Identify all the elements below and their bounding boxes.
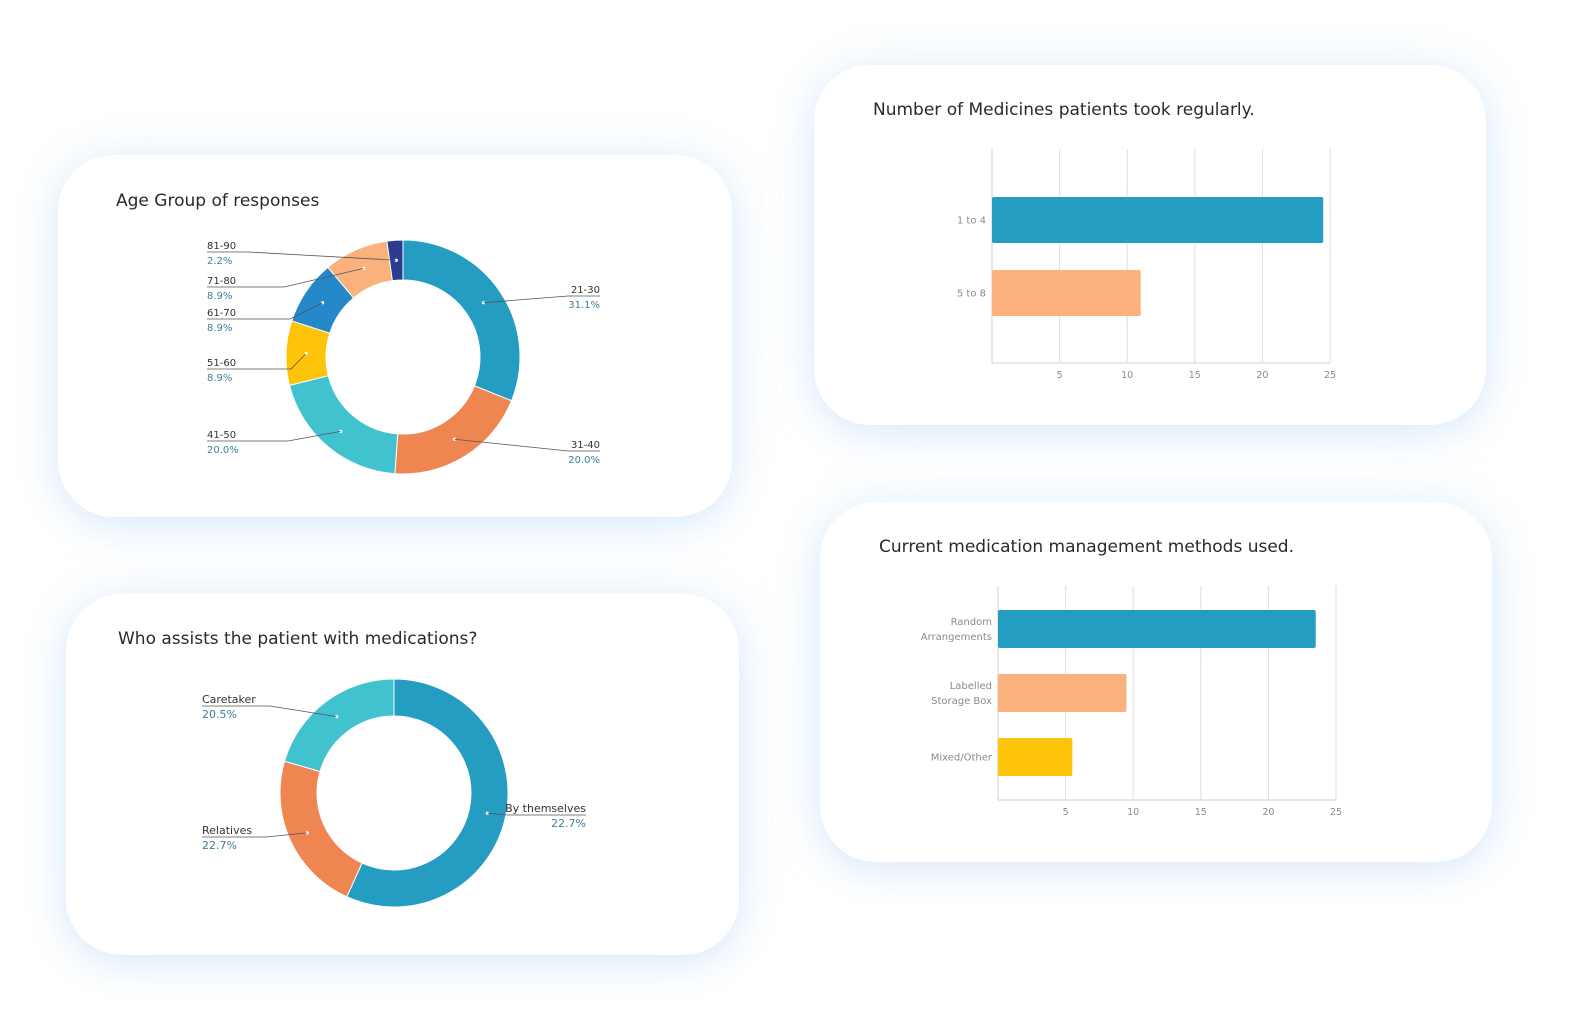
assist-percent-relatives: 22.7% xyxy=(202,839,237,852)
age-percent-71-80: 8.9% xyxy=(207,291,232,302)
methods-tick-label-20: 20 xyxy=(1262,807,1274,818)
age-label-61-70: 61-70 xyxy=(207,308,236,319)
medicines-count-title: Number of Medicines patients took regula… xyxy=(873,100,1255,120)
age-label-31-40: 31-40 xyxy=(571,440,600,451)
methods-category-label-mixed-other: Mixed/Other xyxy=(931,753,993,764)
assist-label-relatives: Relatives xyxy=(202,824,252,837)
methods-category-label-random-arrangements-1: Random xyxy=(951,617,992,628)
age-leader-71-80 xyxy=(207,267,364,288)
assistance-title: Who assists the patient with medications… xyxy=(118,629,478,649)
meds-tick-label-20: 20 xyxy=(1256,370,1268,381)
age-percent-41-50: 20.0% xyxy=(207,445,239,456)
assist-leader-by-themselves xyxy=(487,812,586,816)
age-leader-31-40 xyxy=(454,438,600,452)
medicines-count-card: Number of Medicines patients took regula… xyxy=(814,65,1486,425)
meds-tick-label-5: 5 xyxy=(1057,370,1063,381)
meds-tick-label-15: 15 xyxy=(1189,370,1201,381)
meds-bar-5-to-8 xyxy=(992,270,1141,316)
medicines-count-bar-chart: 5 10 15 20 25 1 to 4 5 to 8 xyxy=(957,149,1336,381)
age-leader-21-30 xyxy=(483,295,600,304)
age-slice-31-40 xyxy=(394,385,513,475)
methods-bar-random-arrangements xyxy=(998,610,1316,648)
age-slice-41-50 xyxy=(288,375,399,475)
assist-leader-caretaker xyxy=(202,705,337,718)
age-group-donut-chart: 21-30 31.1% 31-40 20.0% 41-50 20.0% 51-60 8.9% 6… xyxy=(207,239,600,475)
methods-tick-label-15: 15 xyxy=(1195,807,1207,818)
meds-bar-1-to-4 xyxy=(992,197,1324,243)
age-percent-31-40: 20.0% xyxy=(568,455,600,466)
methods-category-label-labelled-storage-box-2: Storage Box xyxy=(931,696,992,707)
meds-category-label-1-to-4: 1 to 4 xyxy=(957,216,986,227)
meds-tick-label-25: 25 xyxy=(1324,370,1336,381)
assist-slice-relatives xyxy=(279,760,363,898)
methods-category-label-labelled-storage-box-1: Labelled xyxy=(950,681,992,692)
age-group-title: Age Group of responses xyxy=(116,191,320,211)
age-percent-51-60: 8.9% xyxy=(207,373,232,384)
assist-label-by-themselves: By themselves xyxy=(505,802,586,815)
meds-tick-label-10: 10 xyxy=(1121,370,1133,381)
methods-tick-label-25: 25 xyxy=(1330,807,1342,818)
age-slice-dot-71-80 xyxy=(362,266,366,270)
assist-leader-relatives xyxy=(202,832,308,838)
age-percent-61-70: 8.9% xyxy=(207,323,232,334)
age-label-81-90: 81-90 xyxy=(207,241,236,252)
age-leader-51-60 xyxy=(207,353,307,370)
meds-category-label-5-to-8: 5 to 8 xyxy=(957,289,986,300)
age-leader-41-50 xyxy=(207,430,341,442)
assist-slice-caretaker xyxy=(283,678,395,773)
assist-label-caretaker: Caretaker xyxy=(202,693,256,706)
age-slice-21-30 xyxy=(402,239,521,402)
methods-tick-label-5: 5 xyxy=(1063,807,1069,818)
management-methods-title: Current medication management methods us… xyxy=(879,537,1294,557)
age-leader-81-90 xyxy=(207,251,397,261)
age-percent-81-90: 2.2% xyxy=(207,256,232,267)
management-methods-bar-chart: 5 10 15 20 25 Random Arrangements Labelled Stora… xyxy=(921,586,1342,818)
assist-slice-dot-relatives xyxy=(305,831,309,835)
methods-bar-mixed-other xyxy=(998,738,1073,776)
age-slice-dot-81-90 xyxy=(394,258,398,262)
age-group-card: Age Group of responses 21-30 31.1% 31-40 20… xyxy=(58,155,732,517)
methods-bar-labelled-storage-box xyxy=(998,674,1127,712)
methods-category-label-random-arrangements-2: Arrangements xyxy=(921,632,992,643)
assistance-donut-chart: By themselves 22.7% Relatives 22.7% Caretake… xyxy=(202,678,586,908)
age-label-51-60: 51-60 xyxy=(207,358,236,369)
methods-tick-label-10: 10 xyxy=(1127,807,1139,818)
assist-percent-caretaker: 20.5% xyxy=(202,708,237,721)
assistance-card: Who assists the patient with medications… xyxy=(66,594,739,955)
assist-percent-by-themselves: 22.7% xyxy=(551,817,586,830)
age-percent-21-30: 31.1% xyxy=(568,300,600,311)
age-label-41-50: 41-50 xyxy=(207,430,236,441)
age-label-21-30: 21-30 xyxy=(571,285,600,296)
assist-slice-by-themselves xyxy=(346,678,509,908)
age-label-71-80: 71-80 xyxy=(207,276,236,287)
assist-slice-dot-caretaker xyxy=(335,715,339,719)
management-methods-card: Current medication management methods us… xyxy=(820,502,1492,862)
age-leader-61-70 xyxy=(207,302,323,320)
